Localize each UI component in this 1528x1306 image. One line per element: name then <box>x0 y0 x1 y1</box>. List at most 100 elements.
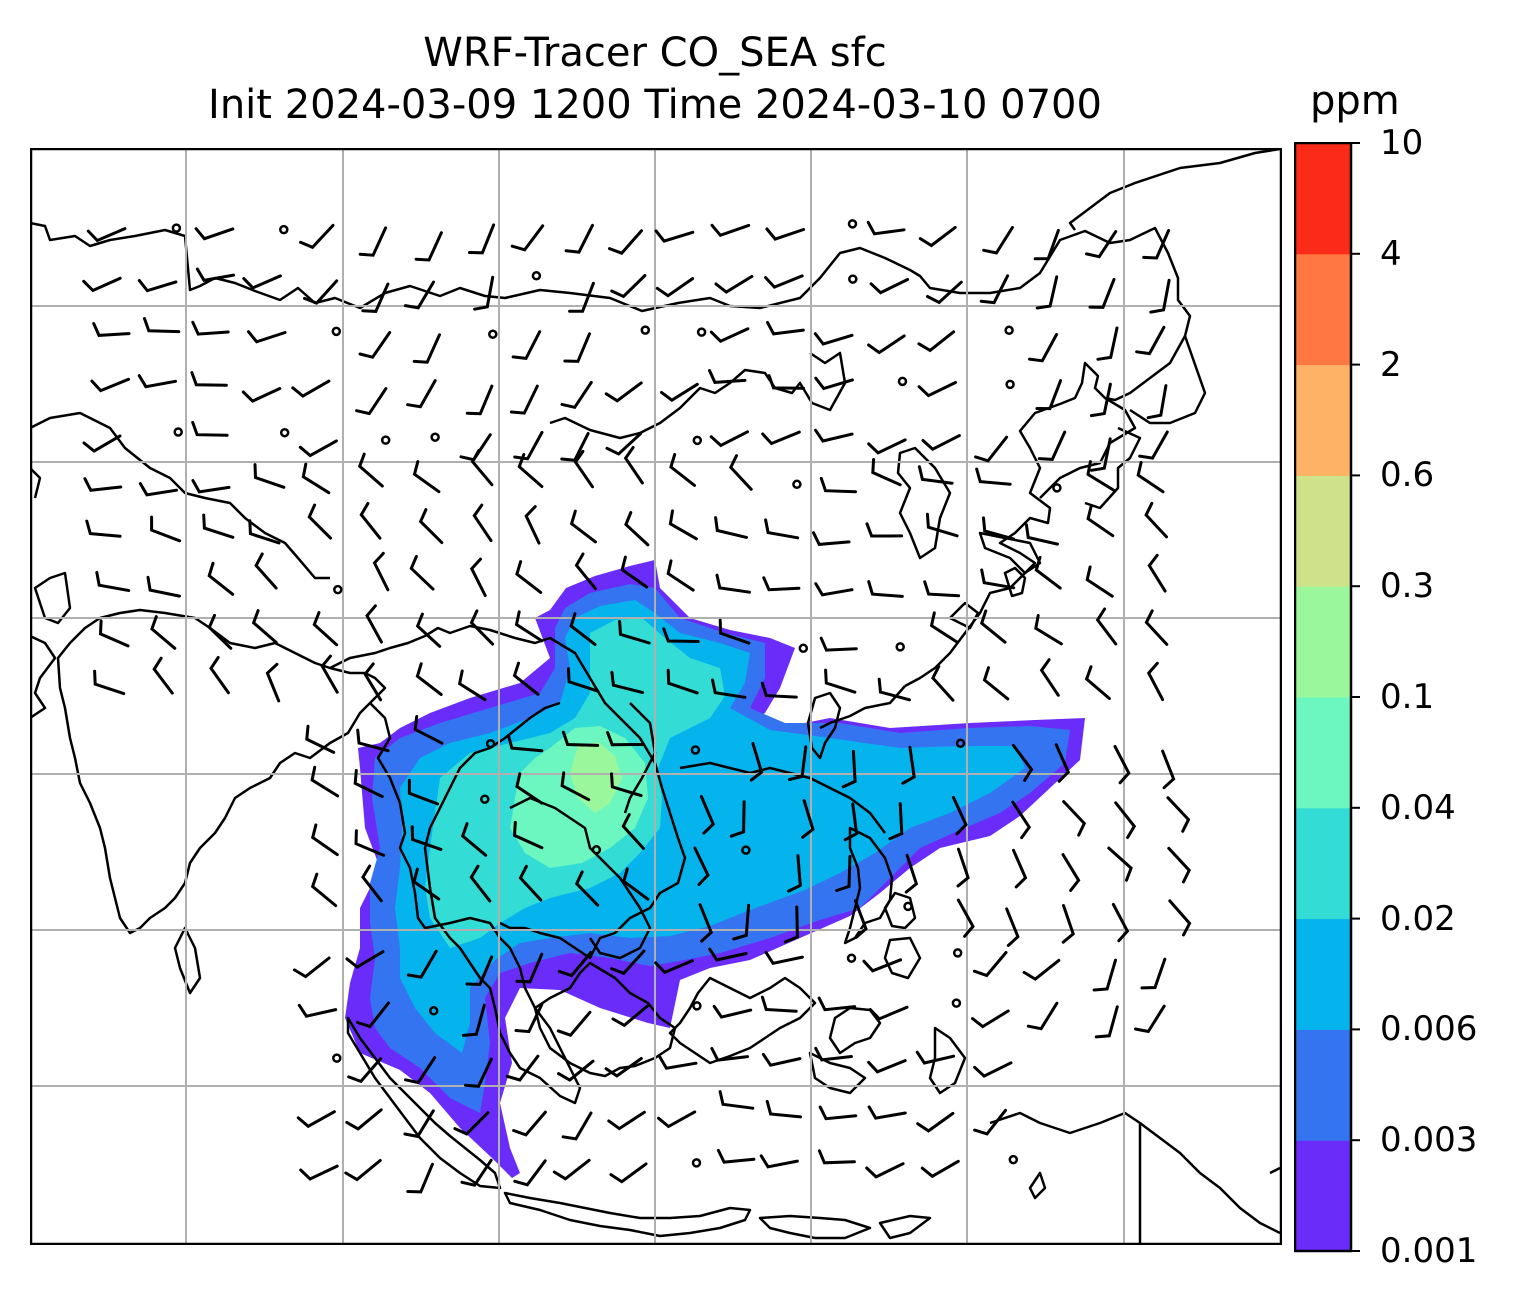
wind-barb <box>709 430 749 448</box>
wind-barb <box>83 477 123 492</box>
wind-barb <box>709 327 750 343</box>
wind-barb <box>345 950 385 969</box>
wind-barb <box>710 223 751 238</box>
wind-barb <box>513 1159 547 1187</box>
colorbar-band <box>1295 918 1351 1030</box>
wind-barb <box>1088 277 1116 309</box>
wind-barb <box>146 575 181 598</box>
wind-barb <box>759 1154 799 1169</box>
wind-barb <box>320 654 339 694</box>
wind-barb <box>760 995 798 1013</box>
wind-barb <box>356 1001 390 1029</box>
wind-barb <box>561 730 600 747</box>
wind-barb <box>469 609 495 646</box>
wind-barb <box>412 460 441 494</box>
wind-barb <box>403 280 435 310</box>
wind-barb <box>569 509 597 544</box>
wind-barb <box>473 275 495 311</box>
wind-barb <box>1085 230 1118 259</box>
wind-barb <box>301 462 331 495</box>
wind-barb <box>410 825 443 851</box>
wind-barb <box>137 374 177 389</box>
wind-barb <box>361 282 390 313</box>
wind-barb <box>666 668 699 695</box>
wind-barb <box>296 1110 336 1129</box>
wind-barb <box>358 331 392 359</box>
calm-wind-marker <box>279 224 289 235</box>
wind-barb <box>714 274 754 294</box>
wind-barb <box>509 384 539 415</box>
wind-barb <box>1022 958 1061 981</box>
wind-barb <box>574 870 600 907</box>
wind-barb <box>561 1111 593 1141</box>
wind-barb <box>764 950 804 965</box>
wind-barb <box>574 552 597 591</box>
wind-barb <box>956 898 975 938</box>
wind-barb <box>303 279 339 305</box>
wind-barb <box>514 1003 544 1034</box>
colorbar-tick-label: 0.3 <box>1380 566 1435 607</box>
wind-barb <box>901 745 916 785</box>
colorbar-tick-label: 0.6 <box>1380 455 1435 496</box>
calm-wind-marker <box>690 745 701 755</box>
wind-barb <box>764 518 800 540</box>
wind-barb <box>621 813 645 850</box>
wind-barb <box>1061 853 1081 892</box>
wind-barb <box>418 508 444 545</box>
wind-barb <box>512 1110 547 1137</box>
wind-barb <box>510 224 545 252</box>
wind-barb <box>152 656 174 695</box>
calm-wind-marker <box>798 643 809 654</box>
wind-barb <box>1166 796 1191 833</box>
wind-barb <box>305 724 336 754</box>
wind-barb <box>657 1110 697 1129</box>
wind-barb <box>710 1047 750 1062</box>
wind-barb <box>415 612 442 648</box>
wind-barb <box>610 949 646 976</box>
wind-barb <box>604 1057 643 1078</box>
wind-barb <box>610 772 643 798</box>
wind-barb <box>867 1059 907 1074</box>
wind-barb <box>624 511 650 547</box>
wind-barb <box>787 854 802 893</box>
wind-barb <box>610 274 647 299</box>
wind-barb <box>1061 904 1075 944</box>
calm-wind-marker <box>955 738 966 749</box>
wind-barb <box>517 453 544 488</box>
calm-wind-marker <box>848 274 858 284</box>
wind-barb <box>925 512 959 538</box>
wind-barb <box>760 681 798 699</box>
wind-barb <box>623 446 644 485</box>
calm-wind-marker <box>332 1053 342 1063</box>
calm-wind-marker <box>1004 325 1014 336</box>
wind-barb <box>412 867 441 901</box>
wind-barb <box>865 1162 905 1179</box>
wind-barb <box>195 267 236 282</box>
wind-barb <box>513 430 544 461</box>
colorbar-tick-label: 0.001 <box>1380 1231 1478 1271</box>
wind-barb <box>344 1159 382 1182</box>
wind-barb <box>917 381 957 398</box>
calm-wind-marker <box>692 435 703 446</box>
colorbar-tick-label: 10 <box>1380 123 1424 163</box>
wind-barb <box>1161 749 1176 790</box>
wind-barb <box>298 439 338 458</box>
calm-wind-marker <box>531 271 542 281</box>
wind-barb <box>729 454 753 491</box>
wind-barb <box>716 1148 756 1164</box>
wind-barb <box>568 281 595 313</box>
wind-barb <box>718 1090 755 1110</box>
lat-lon-grid <box>30 148 1280 1243</box>
wind-barb <box>1037 430 1067 461</box>
wind-barb <box>1146 384 1168 420</box>
wind-barb <box>365 604 383 644</box>
calm-wind-marker <box>952 948 963 958</box>
wind-barb <box>347 1057 383 1084</box>
wind-barb <box>412 333 441 364</box>
wind-barb <box>764 274 804 289</box>
wind-barb <box>917 465 954 485</box>
wind-barb <box>291 379 331 398</box>
wind-barb <box>1034 614 1063 646</box>
wind-barb <box>1095 607 1118 646</box>
wind-barb <box>1012 848 1028 889</box>
